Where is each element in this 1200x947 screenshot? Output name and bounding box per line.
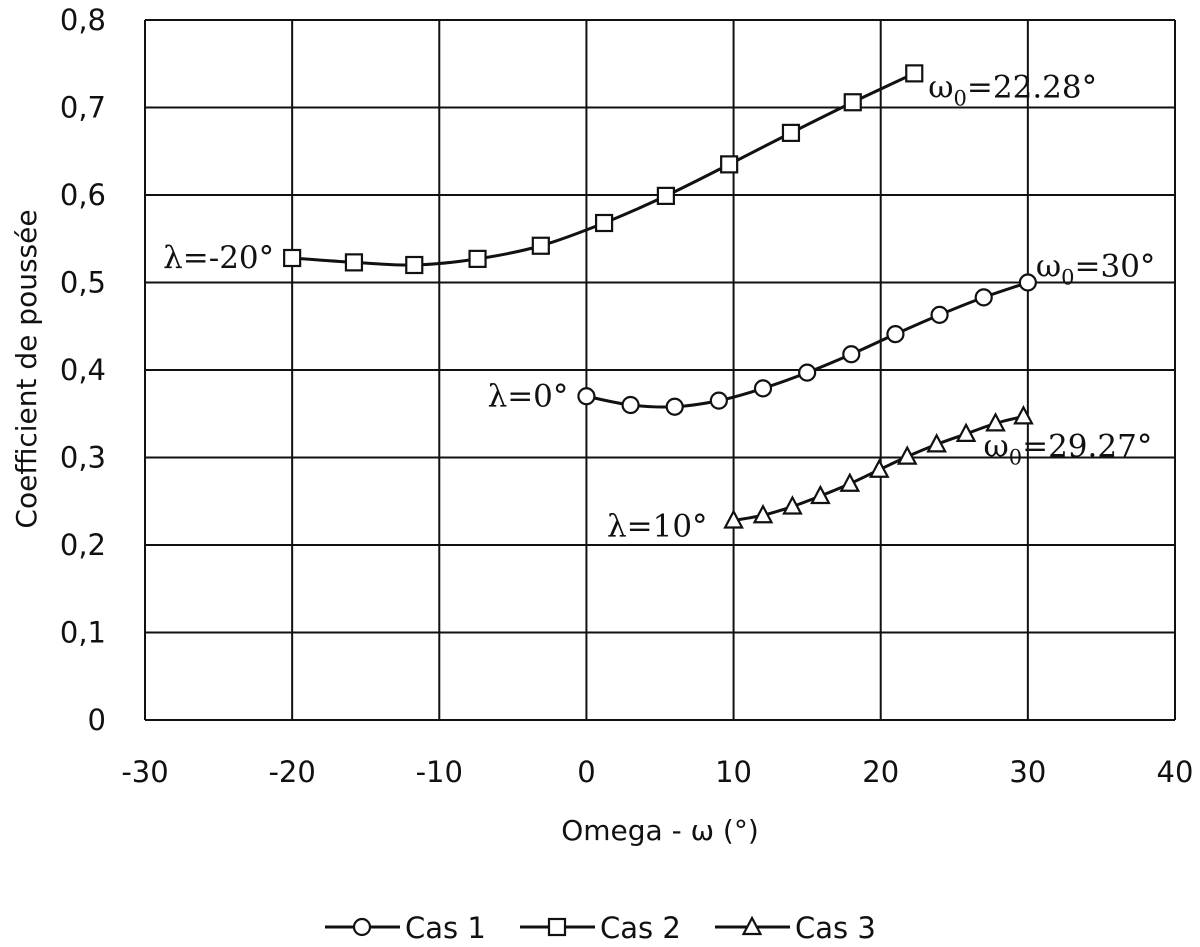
series-2-point bbox=[531, 236, 550, 255]
x-tick-label: -30 bbox=[121, 755, 168, 789]
series-1 bbox=[577, 273, 1037, 416]
annotation-a3: λ=0° bbox=[488, 378, 569, 414]
annotation-a1: λ=-20° bbox=[163, 240, 274, 276]
annotation-a2: ω0=22.28° bbox=[928, 69, 1097, 110]
series-3-point bbox=[782, 495, 803, 515]
series-2-point bbox=[905, 64, 924, 83]
annotation-layer: λ=-20° ω0=22.28° λ=0° ω0=30° λ=10° ω0=29.27° bbox=[163, 69, 1155, 544]
legend-label: Cas 2 bbox=[600, 911, 681, 945]
series-1-point bbox=[886, 325, 905, 344]
y-tick-label: 0,3 bbox=[60, 441, 106, 475]
series-3 bbox=[723, 405, 1034, 529]
legend-marker bbox=[352, 917, 372, 937]
series-2-point bbox=[344, 253, 364, 272]
x-tick-label: 0 bbox=[577, 755, 595, 789]
legend-marker bbox=[741, 915, 763, 936]
legend-item-1: Cas 1 bbox=[325, 911, 486, 945]
series-layer bbox=[283, 64, 1037, 529]
grid-layer bbox=[144, 19, 1176, 721]
y-axis-title: Coefficient de poussée bbox=[10, 209, 43, 528]
x-tick-label: -20 bbox=[268, 755, 315, 789]
series-2-point bbox=[720, 155, 739, 174]
x-tick-label: 40 bbox=[1157, 755, 1194, 789]
y-tick-label: 0,1 bbox=[60, 616, 106, 650]
series-1-point bbox=[665, 397, 684, 416]
series-3-point bbox=[839, 472, 861, 492]
series-3-point bbox=[752, 503, 774, 524]
series-1-line bbox=[586, 281, 1029, 409]
series-2-point bbox=[656, 186, 675, 205]
series-2-point bbox=[405, 255, 424, 275]
y-tick-label: 0,2 bbox=[60, 528, 106, 562]
series-3-point bbox=[985, 412, 1006, 432]
series-3-point bbox=[723, 509, 744, 529]
annotation-a5: λ=10° bbox=[607, 509, 708, 545]
y-tick-label: 0 bbox=[88, 703, 106, 737]
series-2-point bbox=[468, 249, 487, 268]
series-2 bbox=[283, 64, 924, 275]
y-tick-label: 0,7 bbox=[60, 91, 106, 125]
series-1-point bbox=[709, 391, 728, 410]
annotation-a6: ω0=29.27° bbox=[983, 428, 1152, 469]
series-1-point bbox=[930, 305, 949, 324]
series-1-point bbox=[621, 395, 640, 415]
series-3-point bbox=[896, 445, 918, 465]
tick-label-layer: 0 0,1 0,2 0,3 0,4 0,5 0,6 0,7 0,8 -30 -20 -10 0 10 20 3… bbox=[60, 3, 1194, 789]
series-1-point bbox=[842, 345, 861, 364]
x-axis-title: Omega - ω (°) bbox=[561, 814, 759, 847]
series-1-point bbox=[753, 379, 773, 398]
series-2-point bbox=[843, 93, 862, 112]
x-tick-label: 30 bbox=[1009, 755, 1046, 789]
legend-item-2: Cas 2 bbox=[520, 911, 681, 945]
series-2-line bbox=[292, 72, 915, 267]
legend-label: Cas 3 bbox=[795, 911, 876, 945]
series-3-point bbox=[868, 458, 890, 478]
y-tick-label: 0,6 bbox=[60, 178, 106, 212]
series-3-point bbox=[955, 422, 977, 442]
series-2-point bbox=[781, 123, 801, 142]
series-3-point bbox=[810, 484, 831, 505]
series-3-point bbox=[1013, 405, 1034, 425]
annotation-a4: ω0=30° bbox=[1036, 249, 1156, 290]
series-3-point bbox=[926, 433, 947, 453]
x-tick-label: 20 bbox=[862, 755, 899, 789]
y-tick-label: 0,5 bbox=[60, 266, 106, 300]
legend: Cas 1 Cas 2 Cas 3 bbox=[325, 911, 876, 945]
legend-label: Cas 1 bbox=[405, 911, 486, 945]
legend-marker bbox=[547, 917, 567, 937]
x-tick-label: -10 bbox=[416, 755, 463, 789]
y-tick-label: 0,8 bbox=[60, 3, 106, 37]
series-2-point bbox=[594, 213, 614, 233]
series-2-point bbox=[283, 248, 302, 268]
legend-item-3: Cas 3 bbox=[715, 911, 876, 945]
y-tick-label: 0,4 bbox=[60, 353, 106, 387]
series-1-point bbox=[974, 288, 993, 307]
series-1-point bbox=[577, 387, 596, 406]
series-1-point bbox=[1018, 273, 1037, 292]
series-1-point bbox=[798, 363, 817, 382]
x-tick-label: 10 bbox=[715, 755, 752, 789]
